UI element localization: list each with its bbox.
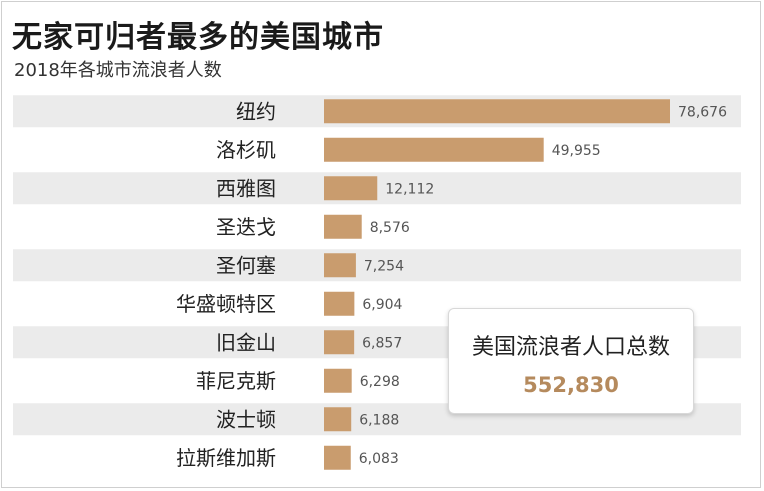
- bar: [324, 137, 544, 162]
- row-stripe: [13, 249, 741, 282]
- value-label: 12,112: [385, 181, 434, 197]
- category-label: 波士顿: [216, 407, 276, 431]
- value-label: 6,083: [359, 451, 399, 467]
- category-label: 华盛顿特区: [176, 292, 276, 316]
- category-label: 圣迭戈: [216, 215, 276, 239]
- category-label: 拉斯维加斯: [176, 446, 276, 470]
- value-label: 8,576: [370, 220, 410, 236]
- bar: [324, 368, 352, 393]
- category-label: 菲尼克斯: [196, 369, 276, 393]
- category-label: 旧金山: [216, 330, 276, 354]
- category-label: 圣何塞: [216, 253, 276, 277]
- category-label: 洛杉矶: [216, 138, 276, 162]
- callout-value: 552,830: [523, 373, 619, 397]
- bar: [324, 291, 355, 316]
- total-callout: 美国流浪者人口总数 552,830: [448, 308, 694, 414]
- category-label: 西雅图: [216, 176, 276, 200]
- chart-title: 无家可归者最多的美国城市: [12, 20, 384, 55]
- bar: [324, 330, 355, 355]
- bar: [324, 176, 378, 201]
- bar: [324, 253, 356, 278]
- bar: [324, 407, 352, 432]
- bar: [324, 214, 362, 239]
- bar: [324, 445, 351, 470]
- value-label: 6,298: [360, 374, 400, 390]
- bar: [324, 99, 670, 124]
- chart-subtitle: 2018年各城市流浪者人数: [14, 60, 222, 81]
- value-label: 7,254: [364, 258, 404, 274]
- category-label: 纽约: [236, 99, 276, 123]
- value-label: 49,955: [552, 143, 601, 159]
- value-label: 6,857: [362, 335, 402, 351]
- value-label: 6,904: [362, 297, 402, 313]
- callout-label: 美国流浪者人口总数: [471, 335, 670, 360]
- value-label: 78,676: [678, 104, 727, 120]
- value-label: 6,188: [359, 412, 399, 428]
